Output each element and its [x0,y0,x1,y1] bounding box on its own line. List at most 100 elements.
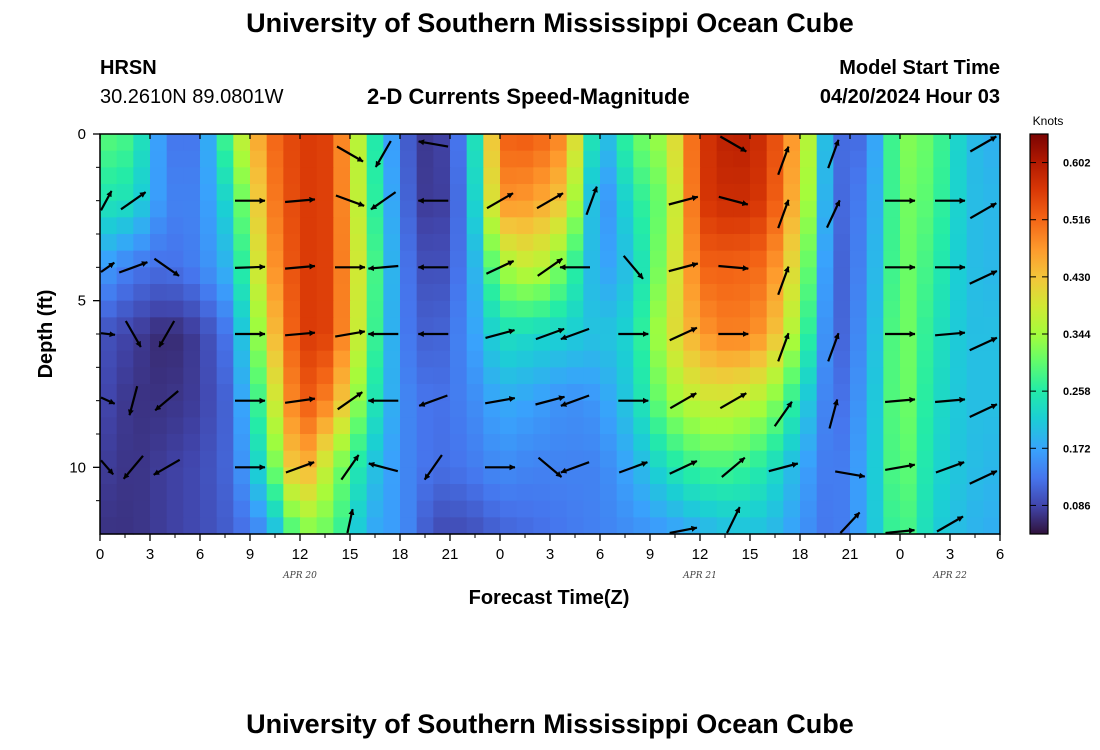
y-tick-label: 10 [69,459,86,476]
heatmap-cell [400,167,418,185]
heatmap-cell [316,284,334,302]
heatmap-cell [900,134,918,152]
heatmap-cell [483,500,501,518]
current-vector-arrow [777,266,790,296]
heatmap-cell [150,417,168,435]
heatmap-cell [133,200,151,218]
heatmap-cell [883,184,901,202]
heatmap-cell [866,184,884,202]
heatmap-cell [533,167,551,185]
heatmap-cell [250,500,268,518]
heatmap-cell [366,384,384,402]
heatmap-cell [333,434,351,452]
heatmap-cell [216,184,234,202]
heatmap-cell [483,517,501,535]
current-vector-arrow [969,202,997,220]
heatmap-cell [733,434,751,452]
heatmap-cell [583,484,601,502]
heatmap-cell [433,184,451,202]
heatmap-cell [416,184,434,202]
heatmap-cell [100,450,118,468]
heatmap-cell [566,134,584,152]
heatmap-cell [166,150,184,168]
heatmap-cell [533,517,551,535]
heatmap-cell [616,434,634,452]
heatmap-cell [633,134,651,152]
heatmap-cell [700,467,718,485]
heatmap-cell [450,234,468,252]
heatmap-cell [283,484,301,502]
heatmap-cell [250,367,268,385]
heatmap-cell [350,517,368,535]
heatmap-cell [550,134,568,152]
heatmap-cell [916,284,934,302]
current-vector-arrow [935,396,966,404]
heatmap-cell [183,484,201,502]
heatmap-cell [566,350,584,368]
heatmap-cell [350,234,368,252]
heatmap-cell [533,300,551,318]
heatmap-cell [866,317,884,335]
heatmap-cell [316,400,334,418]
heatmap-cell [866,484,884,502]
heatmap-cell [616,150,634,168]
heatmap-cell [566,217,584,235]
heatmap-cell [950,234,968,252]
heatmap-cell [133,484,151,502]
heatmap-cell [450,217,468,235]
heatmap-cell [316,217,334,235]
heatmap-cell [950,467,968,485]
heatmap-cell [700,234,718,252]
heatmap-cell [500,334,518,352]
heatmap-cell [150,467,168,485]
heatmap-cell [400,200,418,218]
heatmap-cell [400,284,418,302]
heatmap-cell [783,384,801,402]
heatmap-cell [183,400,201,418]
heatmap-cell [266,484,284,502]
heatmap-cell [450,250,468,268]
heatmap-cell [233,167,251,185]
heatmap-cell [833,517,851,535]
heatmap-cell [700,517,718,535]
heatmap-cell [166,200,184,218]
heatmap-cell [166,350,184,368]
heatmap-cell [383,167,401,185]
heatmap-cell [700,200,718,218]
heatmap-cell [416,334,434,352]
current-vector-arrow [537,456,563,478]
heatmap-cell [483,150,501,168]
heatmap-cell [450,167,468,185]
heatmap-cell [500,284,518,302]
heatmap-cell [433,417,451,435]
current-vector-arrow [374,140,392,168]
current-vector-arrow [486,192,514,210]
heatmap-cell [800,500,818,518]
heatmap-cell [800,134,818,152]
heatmap-cell [833,450,851,468]
heatmap-cell [733,217,751,235]
heatmap-cell [266,350,284,368]
heatmap-cell [150,267,168,285]
heatmap-cell [950,334,968,352]
heatmap-cell [650,317,668,335]
heatmap-cell [966,467,984,485]
heatmap-cell [166,234,184,252]
heatmap-cell [500,467,518,485]
chart-title: University of Southern Mississippi Ocean… [246,8,854,38]
current-vector-arrow [668,195,699,206]
heatmap-cell [983,417,1001,435]
heatmap-cell [516,517,534,535]
heatmap-cell [116,350,134,368]
heatmap-cell [166,367,184,385]
colorbar-tick-label: 0.172 [1063,443,1091,455]
current-vector-arrow [536,192,564,210]
heatmap-cell [100,317,118,335]
heatmap-cell [500,500,518,518]
current-vector-arrow [370,191,397,211]
heatmap-cell [483,217,501,235]
heatmap-cell [816,400,834,418]
heatmap-cell [816,317,834,335]
heatmap-cell [333,167,351,185]
heatmap-cell [566,400,584,418]
